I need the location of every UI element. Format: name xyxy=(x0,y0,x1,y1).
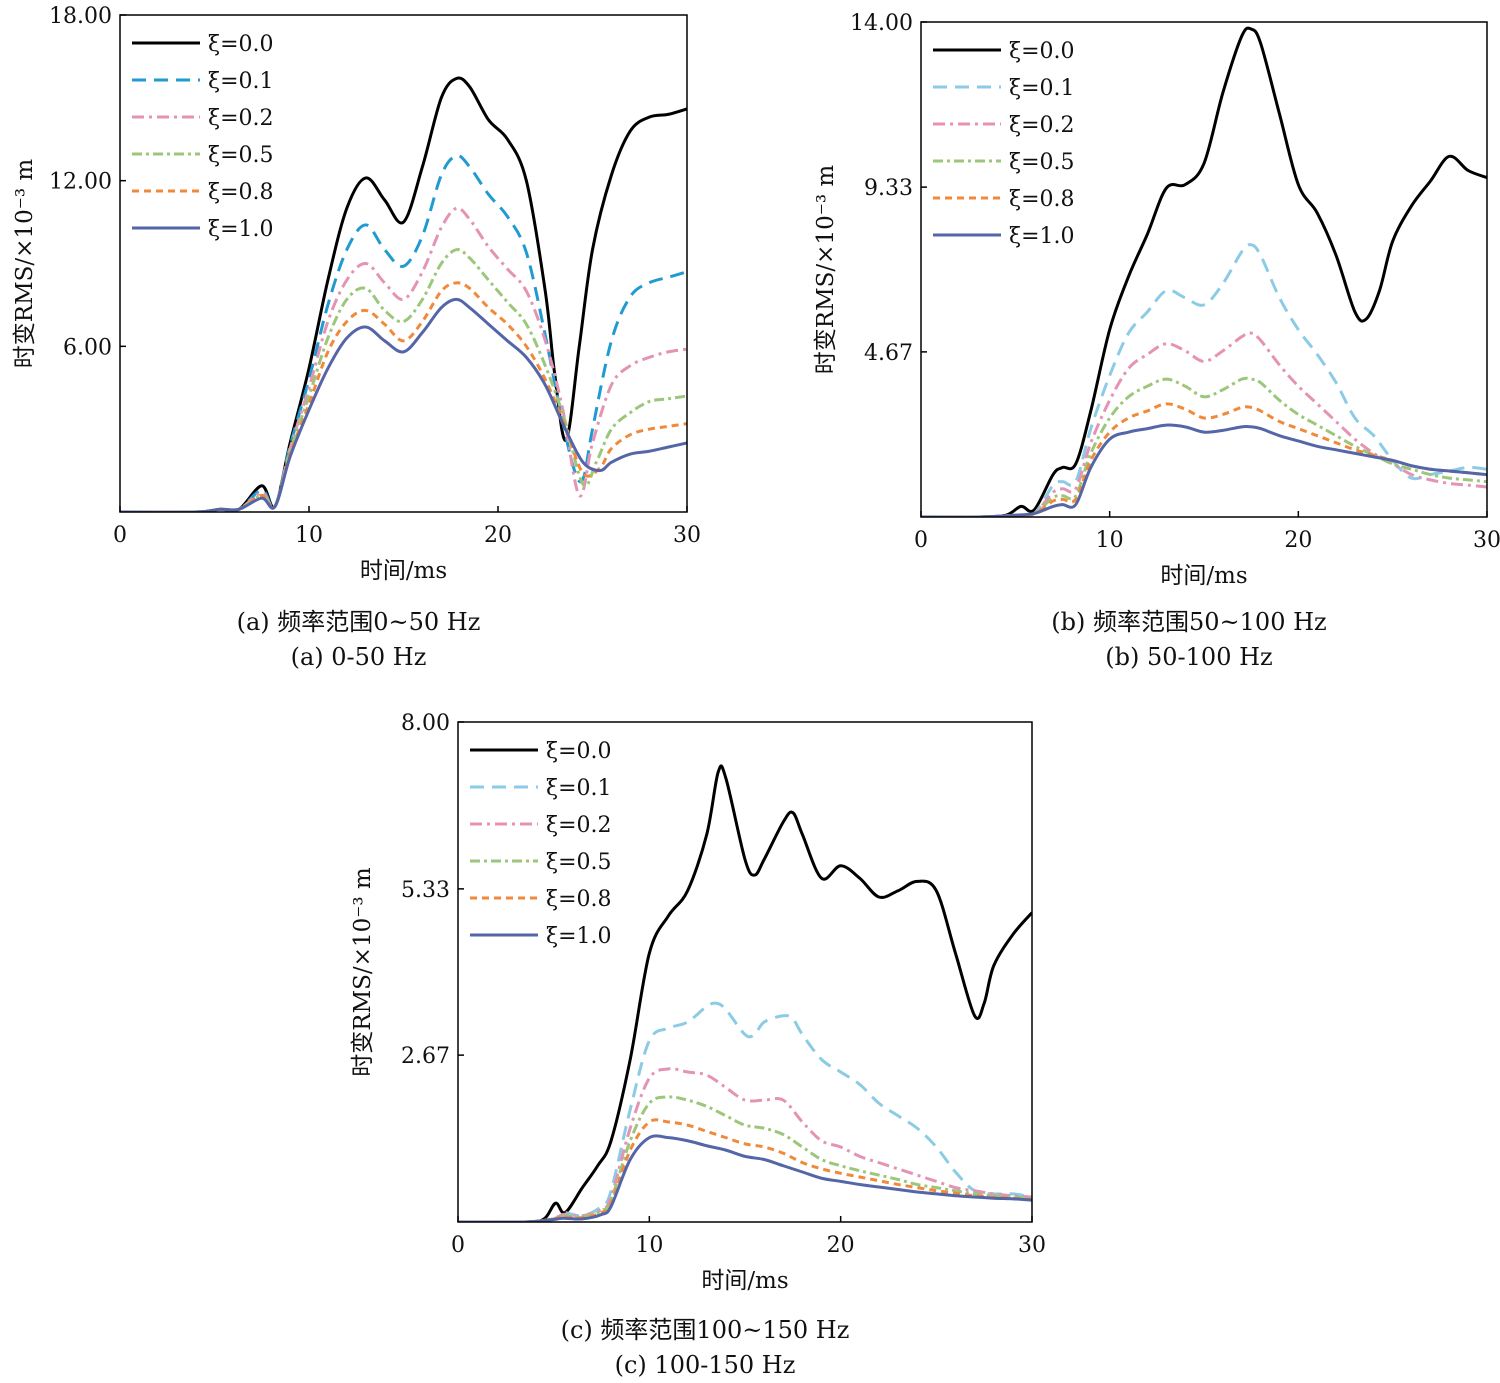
series-line-ξ=0.8 xyxy=(458,1118,1032,1222)
series-line-ξ=0.2 xyxy=(921,331,1487,517)
x-tick-label: 20 xyxy=(1284,528,1312,553)
y-tick-label: 2.67 xyxy=(401,1044,450,1069)
x-tick-label: 0 xyxy=(451,1233,465,1258)
legend-label: ξ=0.5 xyxy=(208,143,274,168)
series-line-ξ=0.2 xyxy=(458,1067,1032,1222)
legend-label: ξ=1.0 xyxy=(546,924,612,949)
series-line-ξ=0.2 xyxy=(120,206,687,512)
plot-frame xyxy=(457,721,1033,1223)
series-line-ξ=0.0 xyxy=(921,26,1487,517)
x-tick-label: 20 xyxy=(484,523,512,548)
legend-label: ξ=0.1 xyxy=(1009,76,1075,101)
series-group xyxy=(921,26,1487,517)
caption-en: (b) 50-100 Hz xyxy=(1105,643,1272,671)
legend-label: ξ=1.0 xyxy=(1009,224,1075,249)
y-axis-label: 时变RMS/×10⁻³ m xyxy=(12,159,38,369)
plot-frame xyxy=(119,14,688,513)
caption-cn: (b) 频率范围50~100 Hz xyxy=(1051,608,1326,636)
caption-cn: (c) 频率范围100~150 Hz xyxy=(561,1316,850,1344)
series-group xyxy=(458,764,1032,1222)
series-line-ξ=0.5 xyxy=(921,376,1487,517)
x-tick-label: 10 xyxy=(1096,528,1124,553)
series-line-ξ=0.5 xyxy=(120,248,687,512)
series-group xyxy=(120,76,687,512)
x-tick-label: 30 xyxy=(1473,528,1500,553)
chart-a: 0 10 20 30 6.00 12.00 18.00 时间/ms 时变RMS/×10⁻³ m ξ… xyxy=(12,4,701,671)
y-tick-label: 4.67 xyxy=(864,341,913,366)
y-tick-label: 6.00 xyxy=(63,335,112,360)
legend: ξ=0.0 ξ=0.1 ξ=0.2 ξ=0.5 ξ=0.8 ξ=1.0 xyxy=(470,739,612,949)
series-line-ξ=0.1 xyxy=(458,1001,1032,1222)
legend-label: ξ=0.2 xyxy=(208,106,274,131)
y-axis-label: 时变RMS/×10⁻³ m xyxy=(350,867,376,1077)
series-line-ξ=0.1 xyxy=(120,154,687,512)
legend: ξ=0.0 ξ=0.1 ξ=0.2 ξ=0.5 ξ=0.8 ξ=1.0 xyxy=(132,32,274,242)
legend-label: ξ=0.1 xyxy=(546,776,612,801)
y-tick-label: 18.00 xyxy=(49,4,112,29)
legend-label: ξ=0.0 xyxy=(546,739,612,764)
series-line-ξ=0.0 xyxy=(458,764,1032,1222)
x-tick-label: 0 xyxy=(113,523,127,548)
y-tick-label: 12.00 xyxy=(49,170,112,195)
series-line-ξ=0.1 xyxy=(921,243,1487,517)
series-line-ξ=0.0 xyxy=(120,76,687,512)
x-tick-label: 10 xyxy=(635,1233,663,1258)
plot-frame xyxy=(920,21,1488,518)
x-tick-label: 20 xyxy=(827,1233,855,1258)
y-tick-label: 9.33 xyxy=(864,176,913,201)
legend-label: ξ=0.1 xyxy=(208,69,274,94)
series-line-ξ=0.5 xyxy=(458,1095,1032,1222)
x-tick-label: 30 xyxy=(1018,1233,1046,1258)
series-line-ξ=1.0 xyxy=(458,1134,1032,1222)
y-tick-label: 14.00 xyxy=(850,11,913,36)
legend: ξ=0.0 ξ=0.1 ξ=0.2 ξ=0.5 ξ=0.8 ξ=1.0 xyxy=(933,39,1075,249)
legend-label: ξ=0.2 xyxy=(546,813,612,838)
x-tick-label: 0 xyxy=(914,528,928,553)
x-tick-label: 30 xyxy=(673,523,701,548)
series-line-ξ=1.0 xyxy=(921,423,1487,517)
y-tick-label: 5.33 xyxy=(401,878,450,903)
caption-en: (c) 100-150 Hz xyxy=(615,1351,796,1379)
chart-c: 0 10 20 30 2.67 5.33 8.00 时间/ms 时变RMS/×10⁻³ m ξ=0… xyxy=(350,711,1046,1379)
legend-label: ξ=0.0 xyxy=(1009,39,1075,64)
legend-label: ξ=0.8 xyxy=(208,180,274,205)
y-tick-label: 8.00 xyxy=(401,711,450,736)
legend-label: ξ=0.8 xyxy=(546,887,612,912)
legend-label: ξ=1.0 xyxy=(208,217,274,242)
series-line-ξ=0.8 xyxy=(120,281,687,512)
x-axis-label: 时间/ms xyxy=(701,1268,788,1294)
x-axis-label: 时间/ms xyxy=(360,558,447,584)
caption-cn: (a) 频率范围0~50 Hz xyxy=(237,608,481,636)
series-line-ξ=0.8 xyxy=(921,402,1487,517)
legend-label: ξ=0.0 xyxy=(208,32,274,57)
x-tick-label: 10 xyxy=(295,523,323,548)
series-line-ξ=1.0 xyxy=(120,297,687,512)
legend-label: ξ=0.5 xyxy=(546,850,612,875)
x-axis-label: 时间/ms xyxy=(1160,563,1247,589)
legend-label: ξ=0.2 xyxy=(1009,113,1075,138)
legend-label: ξ=0.5 xyxy=(1009,150,1075,175)
y-axis-label: 时变RMS/×10⁻³ m xyxy=(813,165,839,375)
chart-b: 0 10 20 30 4.67 9.33 14.00 时间/ms 时变RMS/×10⁻³ m ξ=… xyxy=(813,11,1500,671)
legend-label: ξ=0.8 xyxy=(1009,187,1075,212)
caption-en: (a) 0-50 Hz xyxy=(291,643,427,671)
